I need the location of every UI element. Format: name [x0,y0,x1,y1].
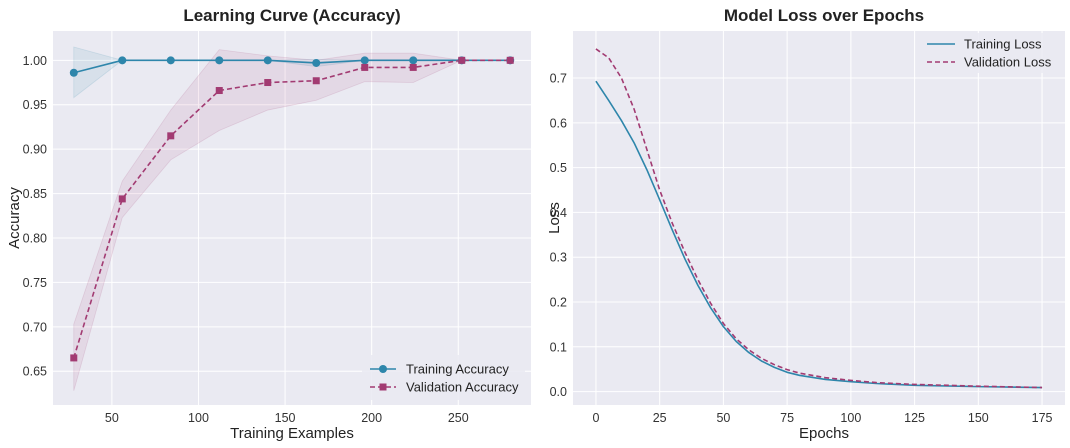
loss-grid [573,31,1065,405]
training-accuracy-point [69,68,78,77]
loss-y-ticks: 0.0 0.1 0.2 0.3 0.4 0.5 0.6 0.7 [550,72,567,400]
training-accuracy-point [409,56,418,65]
validation-accuracy-line [73,59,511,359]
loss-x-tick-label: 0 [592,411,599,425]
training-loss-line [595,80,1043,389]
legend-label-validation-accuracy: Validation Accuracy [406,380,519,395]
loss-legend: Training Loss Validation Loss [918,33,1060,73]
accuracy-legend: Training Accuracy Validation Accuracy [362,355,525,400]
accuracy-chart: 50 100 150 200 250 0.650.700.750.800.850.900… [6,6,531,442]
accuracy-y-tick-label: 0.85 [23,187,47,201]
accuracy-y-tick-label: 0.75 [23,276,47,290]
loss-x-tick-label: 175 [1032,411,1053,425]
legend-label-training-loss: Training Loss [964,37,1042,52]
loss-y-axis-label: Loss [546,202,563,234]
accuracy-y-axis-label: Accuracy [6,187,23,249]
legend-label-validation-loss: Validation Loss [964,55,1052,70]
accuracy-legend-box [362,355,525,400]
loss-chart: 0 25 50 75 100 125 150 175 0.00.10.20.30.40.50.… [546,6,1065,442]
training-accuracy-point [215,56,224,65]
accuracy-y-tick-label: 0.80 [23,231,47,245]
validation-accuracy-point [409,63,417,71]
loss-x-tick-label: 100 [840,411,861,425]
accuracy-y-ticks: 0.65 0.70 0.75 0.80 0.85 0.90 0.95 1.00 [23,54,47,379]
accuracy-x-tick-label: 200 [361,411,382,425]
legend-marker-training-accuracy [379,365,387,373]
loss-y-tick-label: 0.5 [550,161,567,175]
training-accuracy-point [263,56,272,65]
accuracy-lines [73,59,511,359]
accuracy-chart-title: Learning Curve (Accuracy) [183,6,400,25]
loss-y-tick-label: 0.1 [550,340,567,354]
validation-loss-line [595,48,1043,389]
loss-x-tick-label: 75 [780,411,794,425]
accuracy-y-tick-label: 0.95 [23,98,47,112]
training-accuracy-point [360,56,369,65]
accuracy-x-tick-label: 150 [275,411,296,425]
loss-x-tick-label: 50 [716,411,730,425]
validation-accuracy-point [458,56,466,64]
validation-accuracy-point [312,77,320,85]
training-accuracy-point [312,58,321,67]
accuracy-y-tick-label: 0.70 [23,320,47,334]
legend-label-training-accuracy: Training Accuracy [406,362,509,377]
accuracy-y-tick-label: 0.90 [23,143,47,157]
validation-accuracy-point [215,87,223,95]
accuracy-markers [69,56,515,362]
loss-lines [595,48,1043,389]
validation-accuracy-point [70,354,78,362]
loss-y-tick-label: 0.6 [550,116,567,130]
accuracy-x-tick-label: 50 [105,411,119,425]
loss-x-tick-label: 150 [968,411,989,425]
accuracy-x-tick-label: 250 [448,411,469,425]
accuracy-grid [53,31,531,405]
validation-accuracy-point [506,56,514,64]
loss-legend-box [918,33,1060,73]
loss-chart-title: Model Loss over Epochs [724,6,924,25]
legend-marker-validation-accuracy [379,383,387,391]
loss-x-axis-label: Epochs [799,425,849,442]
validation-accuracy-point [264,79,272,87]
validation-accuracy-point [361,63,369,71]
accuracy-x-axis-label: Training Examples [230,425,354,442]
loss-y-tick-label: 0.2 [550,295,567,309]
validation-accuracy-point [167,132,175,140]
accuracy-x-tick-label: 100 [188,411,209,425]
accuracy-y-tick-label: 1.00 [23,54,47,68]
loss-y-tick-label: 0.4 [550,206,567,220]
validation-accuracy-point [118,195,126,203]
training-accuracy-line [73,59,511,74]
loss-x-tick-label: 125 [904,411,925,425]
training-accuracy-point [166,56,175,65]
training-accuracy-point [118,56,127,65]
loss-x-tick-label: 25 [653,411,667,425]
loss-y-tick-label: 0.0 [550,385,567,399]
loss-plot-area [573,31,1065,405]
loss-x-ticks: 0 25 50 75 100 125 150 175 [592,411,1052,425]
accuracy-y-tick-label: 0.65 [23,365,47,379]
accuracy-plot-area [53,31,531,405]
accuracy-x-ticks: 50 100 150 200 250 [105,411,469,425]
loss-y-tick-label: 0.7 [550,72,567,86]
loss-y-tick-label: 0.3 [550,251,567,265]
